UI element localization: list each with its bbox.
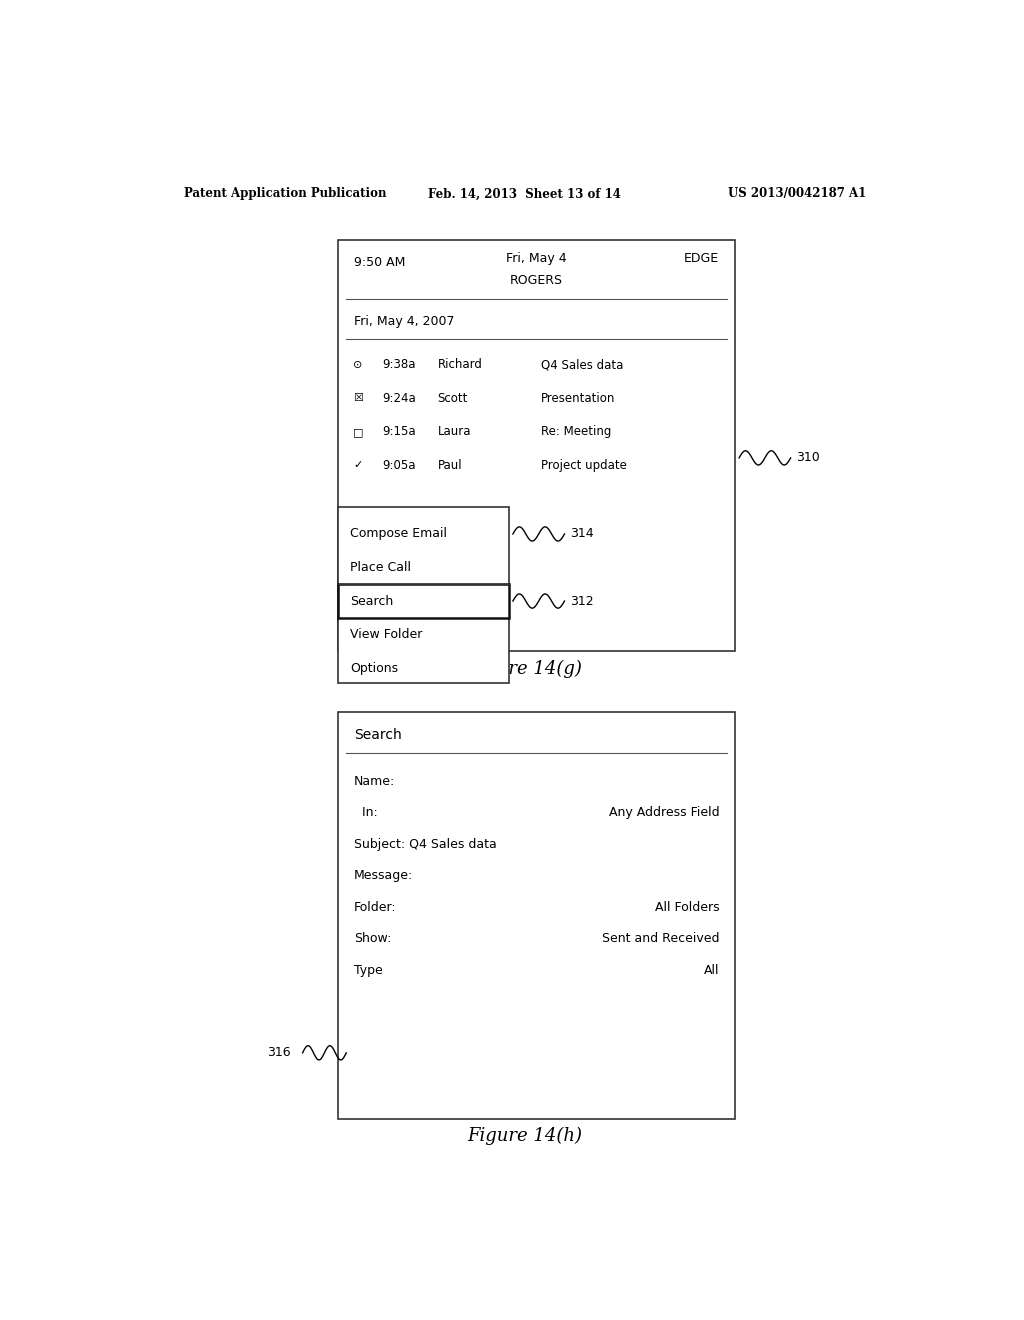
Text: Figure 14(g): Figure 14(g) (467, 660, 583, 677)
Bar (338, 713, 735, 1119)
Text: All Folders: All Folders (654, 902, 719, 913)
Text: ROGERS: ROGERS (510, 273, 563, 286)
Text: Name:: Name: (354, 775, 395, 788)
Text: 316: 316 (267, 1047, 291, 1060)
Text: Message:: Message: (354, 870, 414, 883)
Text: Project update: Project update (541, 459, 627, 471)
Text: ☒: ☒ (353, 393, 364, 404)
Text: Presentation: Presentation (541, 392, 615, 405)
Text: 9:38a: 9:38a (382, 358, 416, 371)
Text: Q4 Sales data: Q4 Sales data (541, 358, 623, 371)
Text: Fri, May 4: Fri, May 4 (507, 252, 567, 264)
Text: 9:24a: 9:24a (382, 392, 416, 405)
Text: Show:: Show: (354, 932, 391, 945)
Text: Figure 14(h): Figure 14(h) (467, 1127, 583, 1146)
Bar (338, 585, 509, 618)
Text: Laura: Laura (437, 425, 471, 438)
Text: Options: Options (350, 661, 398, 675)
Bar (338, 240, 735, 651)
Text: Subject: Q4 Sales data: Subject: Q4 Sales data (354, 838, 497, 851)
Text: Feb. 14, 2013  Sheet 13 of 14: Feb. 14, 2013 Sheet 13 of 14 (428, 187, 622, 201)
Text: 9:05a: 9:05a (382, 459, 416, 471)
Text: Patent Application Publication: Patent Application Publication (183, 187, 386, 201)
Text: Place Call: Place Call (350, 561, 412, 574)
Text: Re: Meeting: Re: Meeting (541, 425, 611, 438)
Text: 9:50 AM: 9:50 AM (354, 256, 406, 268)
Bar (338, 507, 509, 682)
Text: 310: 310 (797, 451, 820, 465)
Text: Folder:: Folder: (354, 902, 397, 913)
Text: Compose Email: Compose Email (350, 528, 447, 540)
Text: ✓: ✓ (353, 461, 362, 470)
Text: Search: Search (350, 594, 393, 607)
Text: US 2013/0042187 A1: US 2013/0042187 A1 (728, 187, 866, 201)
Text: In:: In: (354, 807, 378, 820)
Text: ⊙: ⊙ (353, 360, 362, 370)
Text: View Folder: View Folder (350, 628, 423, 642)
Text: Any Address Field: Any Address Field (608, 807, 719, 820)
Text: Fri, May 4, 2007: Fri, May 4, 2007 (354, 314, 455, 327)
Text: All: All (703, 964, 719, 977)
Text: Paul: Paul (437, 459, 462, 471)
Text: Sent and Received: Sent and Received (602, 932, 719, 945)
Text: Scott: Scott (437, 392, 468, 405)
Text: 9:15a: 9:15a (382, 425, 416, 438)
Text: 314: 314 (570, 528, 594, 540)
Text: Richard: Richard (437, 358, 482, 371)
Text: □: □ (353, 426, 364, 437)
Text: 312: 312 (570, 594, 594, 607)
Text: Search: Search (354, 727, 402, 742)
Text: EDGE: EDGE (684, 252, 719, 264)
Text: Type: Type (354, 964, 383, 977)
